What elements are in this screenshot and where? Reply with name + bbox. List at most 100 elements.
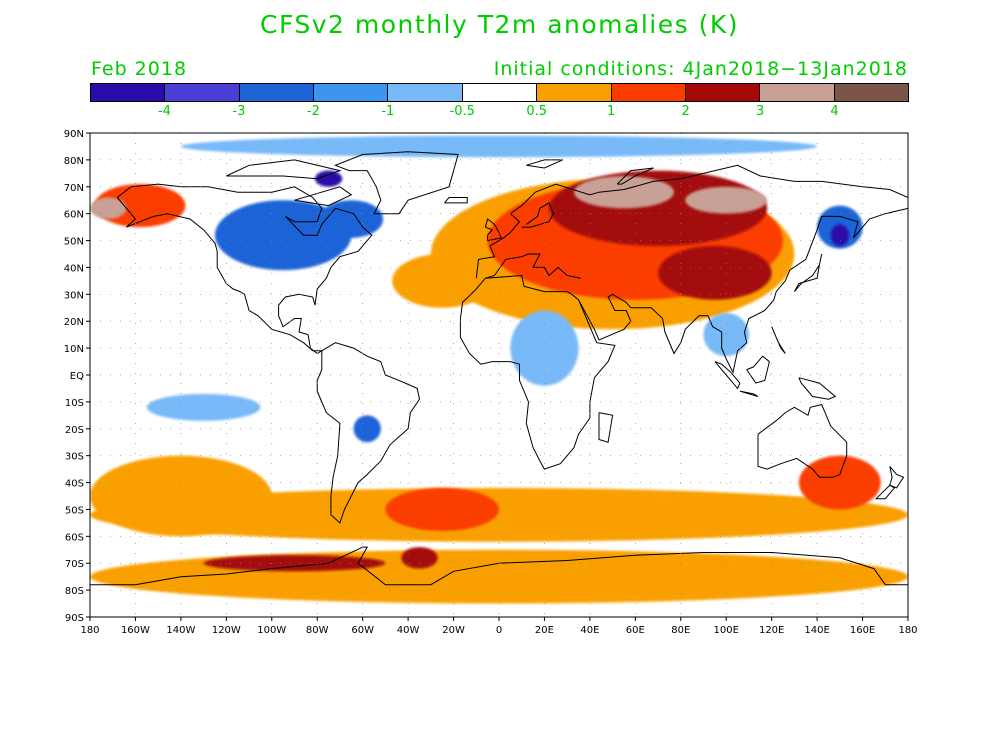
anomaly-region — [180, 135, 818, 158]
lon-tick-label: 20E — [535, 625, 554, 636]
lon-tick-label: 0 — [496, 625, 502, 636]
lon-tick-label: 180 — [80, 625, 99, 636]
lon-tick-label: 140W — [166, 625, 195, 636]
lon-tick-label: 160W — [121, 625, 150, 636]
anomaly-region — [510, 310, 579, 386]
anomaly-region — [658, 245, 772, 300]
anomaly-region — [146, 393, 261, 421]
coastline — [526, 159, 563, 169]
colorbar-label: 3 — [755, 104, 765, 119]
coastline — [798, 377, 837, 400]
lat-tick-label: 30S — [65, 452, 84, 463]
lat-tick-label: 70S — [65, 559, 84, 570]
colorbar-swatch — [314, 84, 389, 101]
colorbar-swatch — [834, 84, 908, 101]
lat-tick-label: 70N — [64, 183, 84, 194]
lon-tick-label: 120W — [212, 625, 241, 636]
coastline — [889, 466, 905, 489]
colorbar-labels: -4 -3 -2 -1 -0.5 0.5 1 2 3 4 — [90, 104, 909, 120]
anomaly-region — [798, 455, 881, 510]
lat-tick-label: 30N — [64, 290, 84, 301]
lon-tick-label: 160E — [850, 625, 875, 636]
lat-tick-label: 50S — [65, 505, 84, 516]
colorbar-label: -2 — [306, 104, 320, 119]
longitude-ticks: 180 160W 140W 120W 100W 80W 60W 40W 20W 0 20E 40E 60… — [80, 617, 918, 636]
lat-tick-label: 40S — [65, 479, 84, 490]
coastline — [874, 484, 896, 500]
colorbar-label: -0.5 — [449, 104, 475, 119]
anomaly-region — [90, 455, 272, 537]
lon-tick-label: 20W — [442, 625, 465, 636]
coastline — [484, 218, 503, 242]
coastlines — [90, 151, 908, 586]
coastline — [316, 342, 421, 524]
lon-tick-label: 80E — [671, 625, 690, 636]
anomaly-region — [385, 487, 500, 531]
anomaly-region — [401, 547, 438, 569]
lat-tick-label: 80S — [65, 586, 84, 597]
lon-tick-label: 120E — [759, 625, 784, 636]
lat-tick-label: 80N — [64, 156, 84, 167]
coastline — [793, 253, 823, 292]
anomaly-region — [319, 200, 384, 238]
lon-tick-label: 80W — [306, 625, 329, 636]
colorbar-swatch — [462, 84, 538, 101]
coastline — [334, 151, 459, 215]
coastline — [771, 326, 786, 354]
lat-tick-label: EQ — [70, 371, 84, 382]
colorbar-swatch — [537, 84, 612, 101]
lat-tick-label: 60N — [64, 210, 84, 221]
colorbar-label: 2 — [681, 104, 690, 119]
colorbar-swatch — [239, 84, 315, 101]
anomaly-region — [203, 555, 386, 572]
anomaly-region — [703, 313, 749, 357]
colorbar-label: -1 — [381, 104, 395, 119]
anomaly-region — [90, 487, 908, 542]
colorbar — [90, 83, 909, 102]
initial-conditions-label: Initial conditions: 4Jan2018−13Jan2018 — [493, 58, 908, 80]
valid-month-label: Feb 2018 — [91, 58, 188, 80]
anomaly-region — [90, 197, 127, 220]
anomaly-region — [830, 224, 849, 246]
lat-tick-label: 20N — [64, 317, 84, 328]
coastline — [616, 167, 654, 185]
coastline — [459, 274, 616, 470]
anomaly-region — [90, 549, 908, 604]
coastline — [116, 183, 373, 355]
lon-tick-label: 40W — [397, 625, 420, 636]
coastline — [475, 164, 908, 279]
coastline — [598, 412, 614, 443]
colorbar-label: 0.5 — [526, 104, 548, 119]
colorbar-label: -4 — [157, 104, 171, 119]
lat-tick-label: 90S — [65, 613, 84, 624]
colorbar-label: 1 — [607, 104, 616, 119]
coastline — [90, 546, 908, 586]
coastline — [714, 361, 741, 390]
coastline — [521, 202, 555, 228]
anomaly-field — [90, 133, 908, 617]
lon-tick-label: 100W — [257, 625, 286, 636]
colorbar-label: 4 — [830, 104, 839, 119]
colorbar-swatch — [91, 84, 166, 101]
anomaly-region — [214, 200, 352, 271]
lat-tick-label: 50N — [64, 237, 84, 248]
lon-tick-label: 60W — [351, 625, 374, 636]
anomaly-region — [573, 176, 674, 209]
colorbar-swatch — [685, 84, 761, 101]
gridlines — [90, 133, 908, 617]
colorbar-swatch — [388, 84, 463, 101]
lon-tick-label: 100E — [714, 625, 739, 636]
lon-tick-label: 140E — [804, 625, 829, 636]
lat-tick-label: 40N — [64, 263, 84, 274]
lat-tick-label: 90N — [64, 129, 84, 140]
map-title: CFSv2 monthly T2m anomalies (K) — [260, 10, 739, 39]
coastline — [226, 159, 342, 180]
lat-tick-label: 10N — [64, 344, 84, 355]
colorbar-swatch — [165, 84, 240, 101]
lat-tick-label: 20S — [65, 425, 84, 436]
lon-tick-label: 40E — [580, 625, 599, 636]
coastline — [739, 390, 759, 397]
anomaly-region — [353, 415, 381, 443]
anomaly-region — [685, 186, 768, 214]
